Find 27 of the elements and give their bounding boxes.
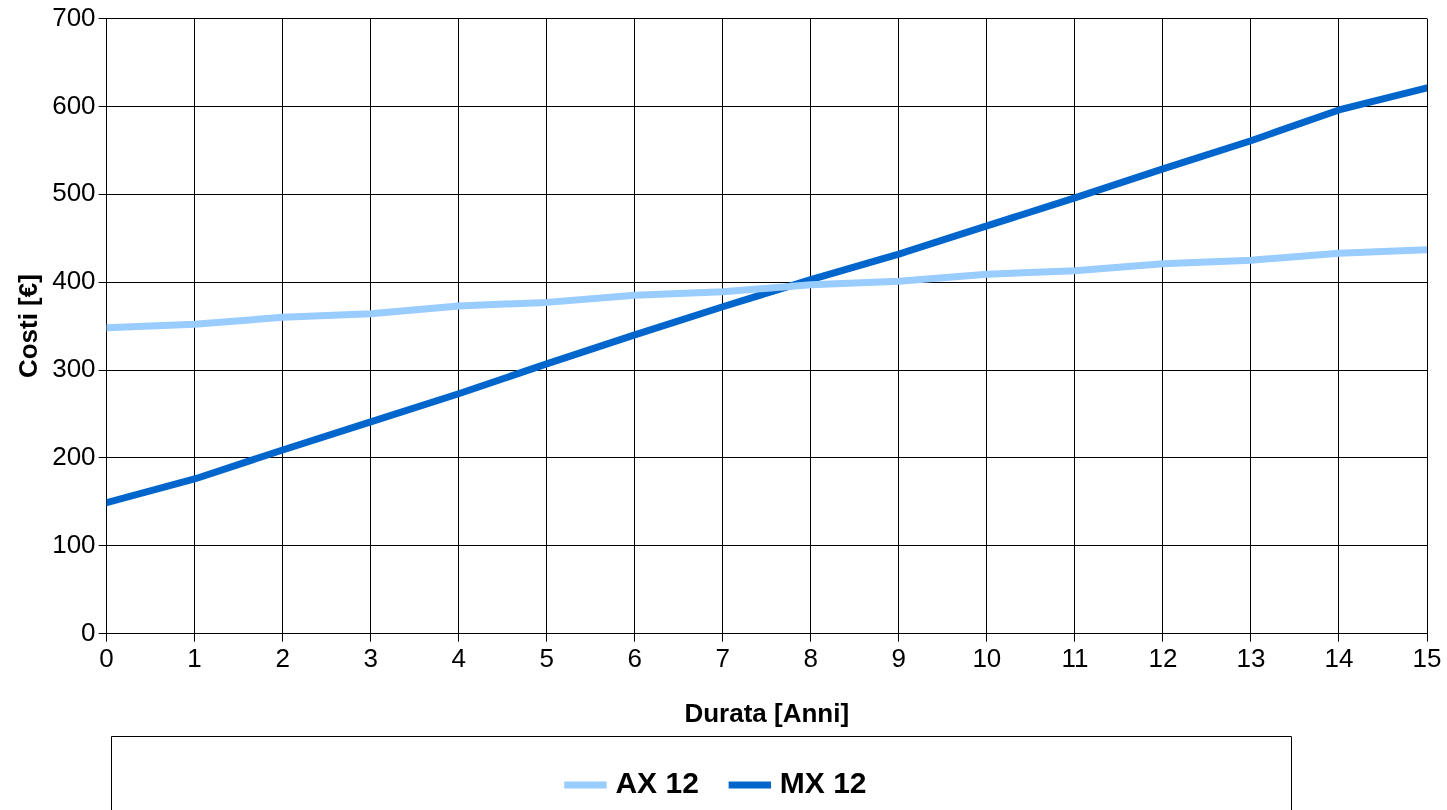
x-tick-label: 10 xyxy=(972,643,1002,674)
x-tick-label: 5 xyxy=(539,643,554,674)
x-tick-label: 1 xyxy=(187,643,202,674)
y-tick-label: 300 xyxy=(52,353,96,384)
x-tick-label: 8 xyxy=(803,643,819,674)
y-tick-label: 700 xyxy=(52,1,96,32)
x-tick-label: 15 xyxy=(1412,643,1442,674)
x-tick-label: 14 xyxy=(1324,643,1354,674)
x-tick-label: 4 xyxy=(451,643,466,674)
y-axis-title: Costi [€] xyxy=(12,274,43,379)
legend-label: AX 12 xyxy=(615,766,699,800)
y-tick-label: 600 xyxy=(52,89,96,120)
x-tick-label: 6 xyxy=(627,643,642,674)
y-tick-label: 0 xyxy=(81,616,96,647)
legend-label: MX 12 xyxy=(779,766,867,800)
x-tick-label: 7 xyxy=(715,643,731,674)
x-axis-title: Durata [Anni] xyxy=(684,697,850,728)
x-tick-label: 12 xyxy=(1148,643,1178,674)
y-tick-label: 500 xyxy=(52,177,96,208)
x-tick-label: 2 xyxy=(275,643,290,674)
y-tick-label: 100 xyxy=(52,528,96,559)
x-tick-label: 13 xyxy=(1236,643,1266,674)
y-tick-label: 400 xyxy=(52,265,96,296)
y-tick-label: 200 xyxy=(52,441,96,472)
x-tick-label: 11 xyxy=(1061,643,1089,674)
x-tick-label: 3 xyxy=(363,643,378,674)
x-tick-label: 9 xyxy=(891,643,907,674)
